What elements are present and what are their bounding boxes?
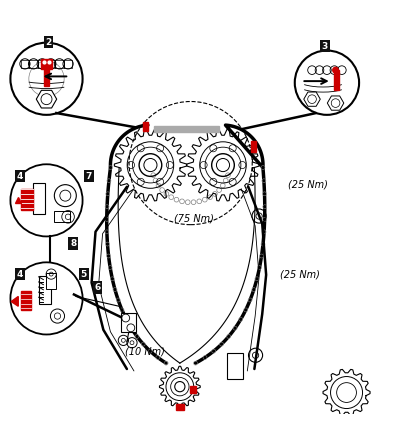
Text: 6: 6 [94,283,101,292]
Bar [334,70,339,90]
Bar [190,386,196,393]
Circle shape [332,67,339,74]
Bar [54,211,70,222]
Bar [227,353,243,379]
Bar [21,189,33,210]
Bar [21,291,31,310]
Bar [154,126,219,132]
Bar [251,141,256,152]
Bar [33,184,45,214]
Bar [47,60,55,68]
Text: (10 Nm): (10 Nm) [125,346,165,356]
Bar [39,276,51,304]
Text: 2: 2 [45,38,52,47]
Bar [176,404,184,410]
Text: 4: 4 [17,269,23,279]
Bar [38,60,47,68]
Bar [143,122,148,131]
Bar [41,59,53,68]
Polygon shape [11,296,18,306]
Text: (25 Nm): (25 Nm) [288,180,327,190]
Text: 5: 5 [81,269,87,279]
Text: 4: 4 [17,171,23,181]
Bar [64,60,72,68]
Bar [47,273,56,289]
Text: (25 Nm): (25 Nm) [280,270,320,280]
Bar [55,60,64,68]
Text: 3: 3 [322,42,328,51]
Text: 8: 8 [70,239,76,248]
Bar [44,68,49,86]
Text: 7: 7 [86,171,92,181]
Bar [121,313,136,332]
Text: (75 Nm): (75 Nm) [174,213,214,223]
Bar [21,60,29,68]
Bar [29,60,38,68]
